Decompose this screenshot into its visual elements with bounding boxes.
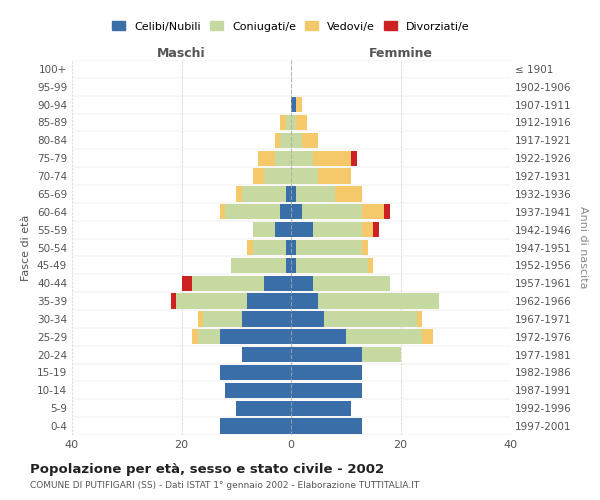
Bar (291, 347, 362, 362)
Bar (203, 312, 242, 326)
Bar (291, 294, 319, 308)
Legend: Celibi/Nubili, Coniugati/e, Vedovi/e, Divorziati/e: Celibi/Nubili, Coniugati/e, Vedovi/e, Di… (108, 17, 474, 36)
Bar (198, 329, 220, 344)
Bar (247, 294, 291, 308)
Text: Popolazione per età, sesso e stato civile - 2002: Popolazione per età, sesso e stato civil… (30, 462, 384, 475)
Bar (291, 222, 313, 237)
Bar (296, 258, 368, 273)
Bar (286, 186, 291, 202)
Bar (313, 150, 351, 166)
Bar (368, 258, 373, 273)
Bar (291, 240, 296, 255)
Bar (220, 204, 226, 220)
Bar (286, 240, 291, 255)
Bar (242, 347, 291, 362)
Bar (263, 276, 291, 291)
Bar (384, 204, 389, 220)
Bar (242, 186, 286, 202)
Bar (247, 240, 253, 255)
Bar (193, 276, 263, 291)
Bar (302, 133, 319, 148)
Bar (176, 294, 247, 308)
Bar (253, 240, 286, 255)
Bar (362, 222, 373, 237)
Bar (319, 168, 351, 184)
Bar (236, 186, 242, 202)
Bar (362, 240, 368, 255)
Bar (362, 347, 401, 362)
Bar (324, 312, 417, 326)
Bar (280, 133, 291, 148)
Bar (198, 312, 203, 326)
Bar (275, 150, 291, 166)
Bar (258, 150, 275, 166)
Bar (253, 168, 263, 184)
Bar (226, 204, 280, 220)
Bar (291, 276, 313, 291)
Bar (291, 383, 362, 398)
Bar (231, 258, 286, 273)
Bar (362, 204, 384, 220)
Bar (170, 294, 176, 308)
Bar (291, 365, 362, 380)
Bar (286, 258, 291, 273)
Bar (280, 115, 286, 130)
Bar (346, 329, 422, 344)
Bar (236, 400, 291, 416)
Bar (291, 133, 302, 148)
Bar (291, 400, 351, 416)
Y-axis label: Fasce di età: Fasce di età (22, 214, 31, 280)
Bar (291, 168, 319, 184)
Bar (291, 418, 362, 434)
Y-axis label: Anni di nascita: Anni di nascita (578, 206, 588, 289)
Bar (291, 115, 296, 130)
Bar (286, 115, 291, 130)
Bar (422, 329, 433, 344)
Bar (220, 365, 291, 380)
Bar (296, 97, 302, 112)
Bar (220, 329, 291, 344)
Text: Femmine: Femmine (368, 47, 433, 60)
Bar (291, 329, 346, 344)
Bar (226, 383, 291, 398)
Bar (335, 186, 362, 202)
Bar (280, 204, 291, 220)
Bar (313, 222, 362, 237)
Bar (291, 97, 296, 112)
Bar (302, 204, 362, 220)
Bar (319, 294, 439, 308)
Bar (417, 312, 422, 326)
Bar (296, 240, 362, 255)
Bar (313, 276, 389, 291)
Bar (291, 150, 313, 166)
Bar (291, 204, 302, 220)
Bar (291, 258, 296, 273)
Bar (220, 418, 291, 434)
Bar (182, 276, 193, 291)
Text: COMUNE DI PUTIFIGARI (SS) - Dati ISTAT 1° gennaio 2002 - Elaborazione TUTTITALIA: COMUNE DI PUTIFIGARI (SS) - Dati ISTAT 1… (30, 481, 419, 490)
Bar (291, 312, 324, 326)
Bar (242, 312, 291, 326)
Bar (263, 168, 291, 184)
Bar (296, 186, 335, 202)
Bar (351, 150, 357, 166)
Bar (291, 186, 296, 202)
Bar (193, 329, 198, 344)
Text: Maschi: Maschi (157, 47, 206, 60)
Bar (253, 222, 275, 237)
Bar (373, 222, 379, 237)
Bar (275, 222, 291, 237)
Bar (296, 115, 307, 130)
Bar (275, 133, 280, 148)
